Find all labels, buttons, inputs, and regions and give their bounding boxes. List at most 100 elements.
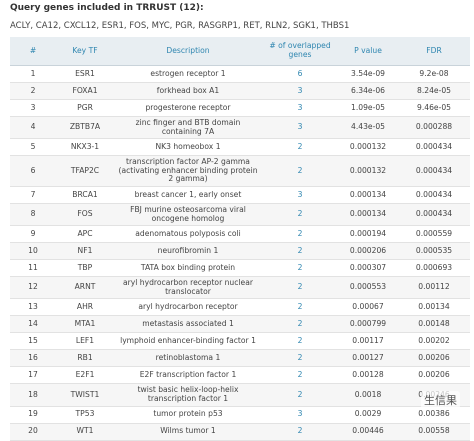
table-cell: 14: [10, 315, 56, 334]
table-cell: 15: [10, 332, 56, 351]
table-cell: 0.000559: [398, 225, 470, 244]
table-cell: 0.000307: [338, 259, 398, 278]
table-cell: 3.54e-09: [338, 65, 398, 83]
table-cell: ESR1: [56, 65, 114, 83]
table-cell: 2: [262, 138, 338, 157]
table-row: 16 RB1 retinoblastoma 1 2 0.00127 0.00206: [10, 349, 470, 368]
table-cell: forkhead box A1: [114, 82, 262, 100]
table-cell: 0.00558: [398, 423, 470, 441]
table-cell: 0.000434: [398, 186, 470, 204]
table-cell: 0.000799: [338, 315, 398, 334]
table-cell: 2: [262, 203, 338, 227]
table-cell: 6.34e-06: [338, 82, 398, 100]
table-cell: zinc finger and BTB domain containing 7A: [114, 116, 262, 140]
table-cell: 2: [262, 383, 338, 407]
table-cell: twist basic helix-loop-helix transcripti…: [114, 383, 262, 407]
table-row: 17 E2F1 E2F transcription factor 1 2 0.00128…: [10, 366, 470, 385]
table-cell: 0.0018: [338, 383, 398, 407]
table-cell: 2: [262, 315, 338, 334]
table-cell: 17: [10, 366, 56, 385]
column-header: # of overlapped genes: [262, 37, 338, 66]
table-cell: 0.000434: [398, 138, 470, 157]
table-cell: 0.00206: [398, 366, 470, 385]
table-cell: estrogen receptor 1: [114, 65, 262, 83]
table-cell: 2: [262, 332, 338, 351]
table-cell: 0.000132: [338, 155, 398, 187]
table-cell: 3: [262, 186, 338, 204]
table-cell: aryl hydrocarbon receptor nuclear transl…: [114, 276, 262, 300]
table-cell: 2: [262, 366, 338, 385]
table-cell: ARNT: [56, 276, 114, 300]
table-cell: aryl hydrocarbon receptor: [114, 298, 262, 317]
table-cell: WT1: [56, 423, 114, 441]
table-cell: 9.46e-05: [398, 99, 470, 117]
table-cell: 2: [262, 242, 338, 261]
table-cell: 9.2e-08: [398, 65, 470, 83]
table-cell: neurofibromin 1: [114, 242, 262, 261]
table-row: 15 LEF1 lymphoid enhancer-binding factor 1…: [10, 332, 470, 351]
table-cell: 2: [10, 82, 56, 100]
table-row: 9 APC adenomatous polyposis coli 2 0.000194 0…: [10, 225, 470, 244]
table-cell: RB1: [56, 349, 114, 368]
table-cell: 18: [10, 383, 56, 407]
table-cell: MTA1: [56, 315, 114, 334]
table-cell: 6: [10, 155, 56, 187]
table-cell: retinoblastoma 1: [114, 349, 262, 368]
table-cell: 0.000132: [338, 138, 398, 157]
table-cell: 0.000134: [338, 186, 398, 204]
table-cell: progesterone receptor: [114, 99, 262, 117]
table-cell: 0.00112: [398, 276, 470, 300]
column-header: FDR: [398, 37, 470, 66]
table-cell: 0.00134: [398, 298, 470, 317]
header-row: # Key TF Description # of overlapped genes P…: [10, 37, 470, 66]
table-cell: APC: [56, 225, 114, 244]
table-row: 5 NKX3-1 NK3 homeobox 1 2 0.000132 0.000434: [10, 138, 470, 157]
table-cell: NKX3-1: [56, 138, 114, 157]
table-cell: TATA box binding protein: [114, 259, 262, 278]
table-cell: 0.000194: [338, 225, 398, 244]
table-cell: 0.000693: [398, 259, 470, 278]
table-cell: 2: [262, 259, 338, 278]
table-cell: 7: [10, 186, 56, 204]
table-cell: PGR: [56, 99, 114, 117]
table-cell: 0.00127: [338, 349, 398, 368]
table-cell: 0.00202: [398, 332, 470, 351]
page: Query genes included in TRRUST (12): ACL…: [10, 3, 470, 441]
table-cell: 11: [10, 259, 56, 278]
table-cell: 2: [262, 225, 338, 244]
table-cell: 1.09e-05: [338, 99, 398, 117]
table-cell: 2: [262, 423, 338, 441]
table-cell: lymphoid enhancer-binding factor 1: [114, 332, 262, 351]
table-cell: 2: [262, 349, 338, 368]
table-row: 13 AHR aryl hydrocarbon receptor 2 0.00067 0.…: [10, 298, 470, 317]
table-cell: TBP: [56, 259, 114, 278]
table-row: 4 ZBTB7A zinc finger and BTB domain contai…: [10, 116, 470, 140]
table-cell: 3: [262, 99, 338, 117]
table-cell: 0.000206: [338, 242, 398, 261]
table-cell: 0.000288: [398, 116, 470, 140]
table-cell: TFAP2C: [56, 155, 114, 187]
column-header: #: [10, 37, 56, 66]
table-row: 2 FOXA1 forkhead box A1 3 6.34e-06 8.24e-05: [10, 82, 470, 100]
table-cell: 3: [10, 99, 56, 117]
table-cell: 8: [10, 203, 56, 227]
table-cell: 8.24e-05: [398, 82, 470, 100]
table-cell: ZBTB7A: [56, 116, 114, 140]
table-row: 20 WT1 Wilms tumor 1 2 0.00446 0.00558: [10, 423, 470, 441]
table-cell: 1: [10, 65, 56, 83]
table-row: 8 FOS FBJ murine osteosarcoma viral oncoge…: [10, 203, 470, 227]
table-cell: AHR: [56, 298, 114, 317]
table-cell: 20: [10, 423, 56, 441]
table-row: 6 TFAP2C transcription factor AP-2 gamma (…: [10, 155, 470, 187]
table-cell: 0.000535: [398, 242, 470, 261]
table-cell: 2: [262, 155, 338, 187]
table-cell: breast cancer 1, early onset: [114, 186, 262, 204]
column-header: Key TF: [56, 37, 114, 66]
table-cell: Wilms tumor 1: [114, 423, 262, 441]
table-cell: 0.000434: [398, 155, 470, 187]
table-cell: 6: [262, 65, 338, 83]
table-cell: FBJ murine osteosarcoma viral oncogene h…: [114, 203, 262, 227]
table-cell: 3: [262, 116, 338, 140]
table-cell: FOXA1: [56, 82, 114, 100]
table-row: 12 ARNT aryl hydrocarbon receptor nuclear …: [10, 276, 470, 300]
